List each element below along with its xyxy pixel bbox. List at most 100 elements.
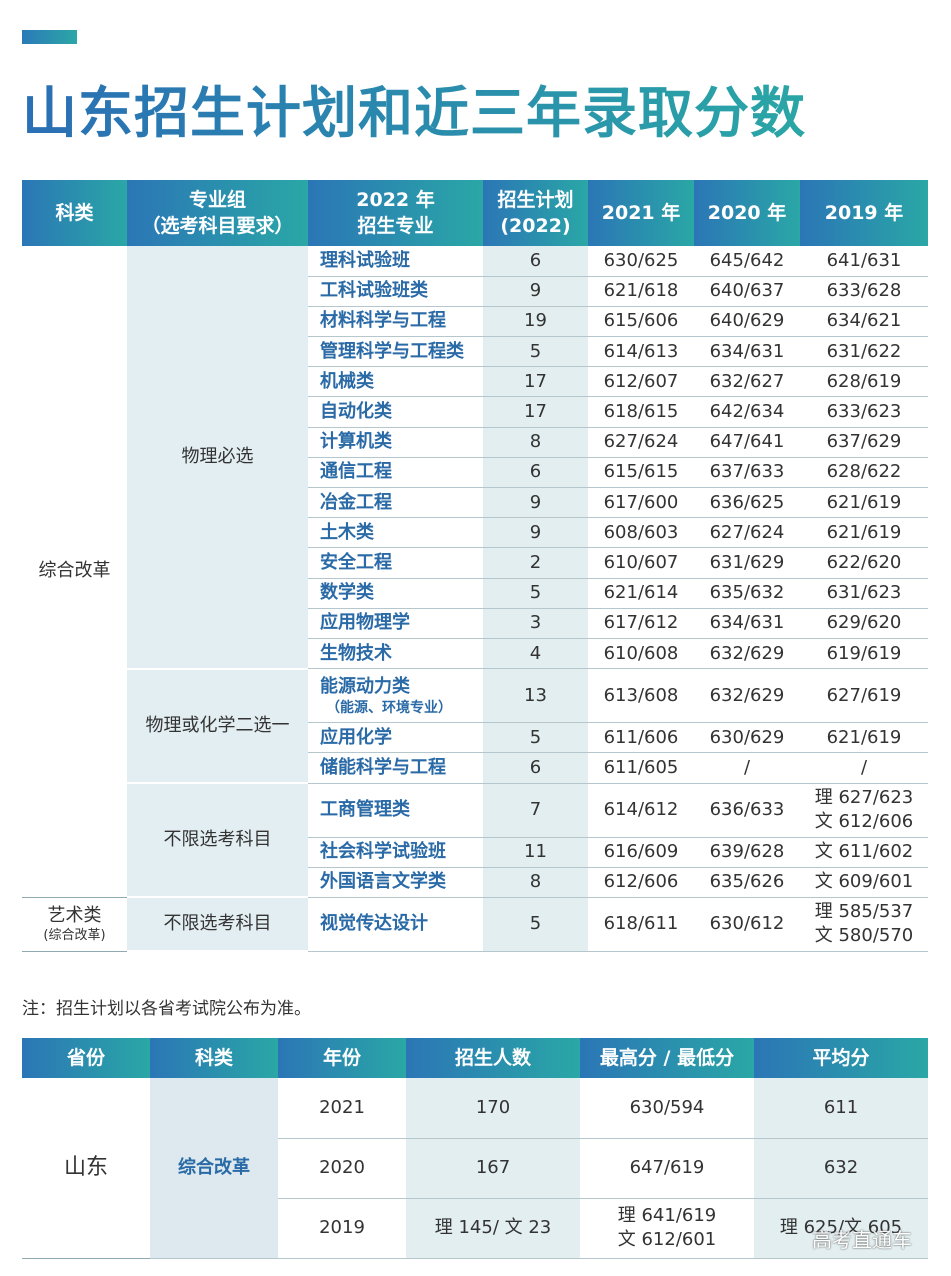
score-text: 630/612 <box>709 913 785 935</box>
note: 注：招生计划以各省考试院公布为准。 <box>22 999 311 1019</box>
plan-text: 5 <box>529 582 542 604</box>
score-cell: 610/608 <box>588 638 694 670</box>
plan-text: 7 <box>529 799 542 820</box>
plan-cell: 8 <box>483 867 588 898</box>
score-text: 619/619 <box>826 642 902 664</box>
score-cell: 627/624 <box>588 427 694 458</box>
data-row: 外国语言文学类 8 612/606 635/626 文 609/601 <box>22 867 928 898</box>
major-text: 外国语言文学类 <box>320 871 446 893</box>
plan-cell: 8 <box>483 427 588 458</box>
category-text: 综合改革 <box>178 1156 250 1178</box>
plan-cell: 9 <box>483 487 588 519</box>
score-cell: 634/631 <box>694 336 800 368</box>
score-cell: 621/619 <box>800 517 928 549</box>
category-text: (综合改革) <box>43 928 106 944</box>
header-text: 2021 年 <box>601 202 681 224</box>
data-row: 不限选考科目 工商管理类 7 614/612 636/633 理 627/623 文 612… <box>22 783 928 899</box>
plan-cell: 17 <box>483 396 588 428</box>
data-row: 生物技术 4 610/608 632/629 619/619 <box>22 638 928 670</box>
score-text: 611/606 <box>603 726 679 748</box>
score-cell: 632/629 <box>694 668 800 724</box>
header-text: 科类 <box>194 1047 233 1069</box>
year-cell: 2020 <box>278 1138 406 1199</box>
average-cell: 632 <box>754 1138 928 1199</box>
score-text: 640/629 <box>709 310 785 332</box>
score-cell: 611/606 <box>588 722 694 754</box>
watermark: 高考直通车 <box>812 1228 912 1252</box>
score-cell: / <box>694 752 800 784</box>
header-cell: 省份 <box>22 1038 150 1078</box>
score-cell: 610/607 <box>588 547 694 579</box>
score-text: 647/641 <box>709 431 785 453</box>
score-cell: 618/611 <box>588 897 694 952</box>
plan-text: 6 <box>529 756 542 778</box>
plan-text: 8 <box>529 431 542 453</box>
province-table: 省份 科类 年份 招生人数 最高分 / 最低分 平均分 山东 综合改革 2021 170 630/… <box>22 1038 928 1259</box>
major-cell: 理科试验班 <box>308 246 483 277</box>
plan-cell: 4 <box>483 638 588 670</box>
average-text: 611 <box>823 1096 859 1118</box>
plan-cell: 11 <box>483 837 588 868</box>
score-cell: 631/622 <box>800 336 928 368</box>
score-text: 610/608 <box>603 642 679 664</box>
major-text: 应用化学 <box>320 726 392 748</box>
data-row: 计算机类 8 627/624 647/641 637/629 <box>22 427 928 458</box>
score-text: 639/628 <box>709 841 785 863</box>
data-row: 社会科学试验班 11 616/609 639/628 文 611/602 <box>22 837 928 868</box>
data-row: 数学类 5 621/614 635/632 631/623 <box>22 578 928 609</box>
score-cell: 630/594 <box>580 1078 754 1139</box>
year-cell: 2021 <box>278 1078 406 1139</box>
score-text: 636/625 <box>709 491 785 513</box>
header-text: 年份 <box>322 1047 361 1069</box>
plan-cell: 2 <box>483 547 588 579</box>
plan-text: 9 <box>529 521 542 543</box>
score-text: 621/619 <box>826 726 902 748</box>
major-cell: 工科试验班类 <box>308 276 483 307</box>
plan-text: 5 <box>529 340 542 362</box>
score-text: / <box>743 756 751 778</box>
score-text: 633/628 <box>826 280 902 302</box>
score-cell: 608/603 <box>588 517 694 549</box>
score-cell: 619/619 <box>800 638 928 670</box>
score-text: 614/613 <box>603 340 679 362</box>
group-cell: 不限选考科目 <box>127 897 308 953</box>
score-cell: 647/619 <box>580 1138 754 1199</box>
score-text: 635/626 <box>709 871 785 893</box>
count-cell: 170 <box>406 1078 580 1139</box>
score-cell: 621/619 <box>800 487 928 519</box>
score-cell: 630/625 <box>588 246 694 277</box>
plan-cell: 17 <box>483 366 588 398</box>
plan-cell: 9 <box>483 517 588 549</box>
plan-text: 6 <box>529 461 542 483</box>
score-cell: 631/629 <box>694 547 800 579</box>
score-cell: 637/629 <box>800 427 928 458</box>
data-row: 艺术类 (综合改革) 不限选考科目 视觉传达设计 5 618/611 630/612 理 58… <box>22 897 928 953</box>
score-text: 文 609/601 <box>814 871 914 893</box>
score-cell: 640/629 <box>694 306 800 338</box>
header-cell: 年份 <box>278 1038 406 1078</box>
province-text: 山东 <box>63 1154 108 1180</box>
score-text: 631/629 <box>709 551 785 573</box>
average-cell: 理 625/文 605 <box>754 1198 928 1259</box>
score-text: 636/633 <box>709 799 785 820</box>
header-text: 招生专业 <box>357 215 434 237</box>
score-text: 理 585/537 <box>814 901 914 923</box>
major-cell: 应用物理学 <box>308 608 483 639</box>
plan-cell: 5 <box>483 722 588 754</box>
plan-cell: 7 <box>483 783 588 838</box>
score-text: 608/603 <box>603 521 679 543</box>
plan-text: 5 <box>529 726 542 748</box>
score-cell: 理 585/537 文 580/570 <box>800 897 928 952</box>
header-text: 最高分 / 最低分 <box>599 1047 735 1069</box>
score-cell: 635/626 <box>694 867 800 898</box>
count-text: 167 <box>475 1157 511 1178</box>
score-text: 637/633 <box>709 461 785 483</box>
major-text: 工科试验班类 <box>320 280 428 302</box>
score-text: 628/622 <box>826 461 902 483</box>
score-text: 610/607 <box>603 551 679 573</box>
table-body: 山东 综合改革 2021 170 630/594 611 2020 167 647/619 632… <box>22 1078 928 1259</box>
score-cell: 627/619 <box>800 668 928 724</box>
score-text: / <box>860 756 868 778</box>
